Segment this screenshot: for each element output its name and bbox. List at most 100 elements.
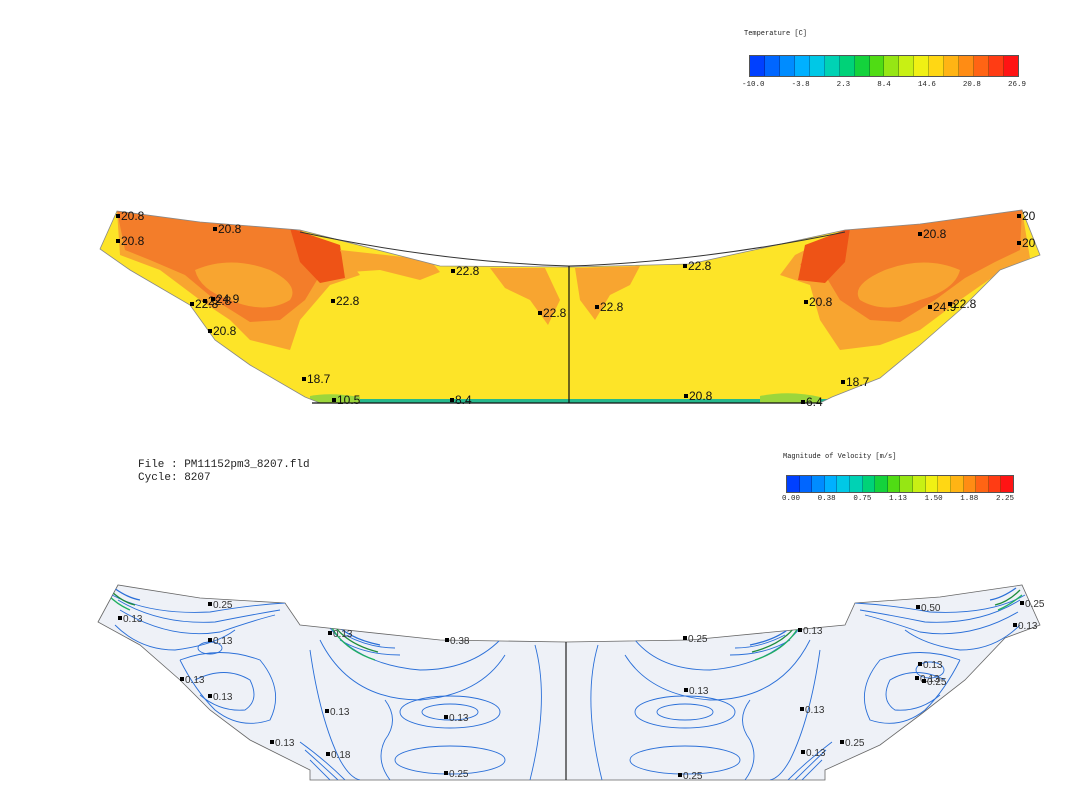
temp-mid-tongue-center-left [490,268,560,325]
temperature-swatch-13 [944,56,960,76]
vel-jet-rightmid-2 [751,627,795,653]
velocity-marker-19 [798,628,802,632]
temperature-label-1: 20.8 [116,234,145,248]
temperature-value-5: 24.9 [216,292,240,306]
velocity-label-11: 0.25 [444,769,469,780]
vel-jet-left-corner-1 [107,594,131,611]
velocity-label-21: 0.13 [1013,621,1038,632]
temperature-swatch-10 [899,56,915,76]
temperature-label-10: 8.4 [450,393,472,407]
vel-contour-center-right-2 [656,703,714,721]
vel-contour-right-7 [915,661,945,679]
temperature-marker-11 [451,269,455,273]
temperature-marker-5 [211,297,215,301]
vel-contour-right-1 [854,594,1026,613]
temperature-marker-9 [332,398,336,402]
temperature-tick-1: -3.8 [791,81,810,89]
velocity-value-22: 0.25 [1025,599,1045,610]
temp-green-patch-right [760,393,820,403]
file-info: File : PM11152pm3_8207.fld Cycle: 8207 [138,459,310,485]
vel-contour-rightmid-4 [729,639,791,656]
velocity-swatch-3 [824,476,838,492]
temperature-swatch-15 [974,56,989,76]
temperature-legend: Temperature [C] -10.0 -3.8 2.3 8.4 14.6 20.8 2… [742,30,1026,94]
vel-jet-rightmid-1 [754,627,799,661]
temperature-label-13: 22.8 [595,300,624,314]
temperature-swatch-17 [1003,56,1018,76]
velocity-tick-4: 1.50 [924,495,943,503]
velocity-label-20: 0.50 [916,603,941,614]
vel-contour-center-left-4 [529,644,542,780]
velocity-value-6: 0.13 [330,707,350,718]
vel-contour-rightmid-3 [769,649,821,780]
temperature-marker-8 [302,377,306,381]
temperature-value-15: 20.8 [689,389,713,403]
vel-contour-bl-3 [299,741,346,780]
velocity-marker-23 [840,740,844,744]
temperature-marker-23 [948,302,952,306]
velocity-label-24: 0.13 [801,748,826,759]
temperature-swatch-12 [929,56,945,76]
temperature-value-23: 22.8 [953,297,977,311]
vel-contour-right-6 [885,672,946,711]
velocity-marker-22 [1020,601,1024,605]
temperature-marker-12 [538,311,542,315]
velocity-marker-1 [118,616,122,620]
velocity-label-6: 0.13 [325,707,350,718]
velocity-label-17: 0.25 [922,677,947,688]
velocity-marker-8 [445,638,449,642]
vel-contour-rightmid-2 [624,639,811,701]
temperature-swatch-9 [884,56,900,76]
temperature-swatch-1 [764,56,780,76]
temperature-label-14: 22.8 [683,259,712,273]
velocity-marker-5 [328,631,332,635]
vel-jet-leftmid-2 [335,627,379,653]
temperature-value-18: 20.8 [809,295,833,309]
velocity-swatch-8 [887,476,901,492]
velocity-value-14: 0.13 [689,686,709,697]
temp-hottest-region-left [290,228,345,283]
cycle-number: Cycle: 8207 [138,472,211,484]
velocity-label-4: 0.13 [208,692,233,703]
temperature-marker-1 [116,239,120,243]
temperature-label-6: 22.8 [331,294,360,308]
temperature-marker-15 [684,394,688,398]
temperature-label-15: 20.8 [684,389,713,403]
temperature-value-3: 22.8 [195,297,219,311]
temperature-value-2: 20.8 [218,222,242,236]
temperature-value-10: 8.4 [455,393,472,407]
temperature-marker-19 [918,232,922,236]
velocity-swatch-4 [837,476,851,492]
velocity-value-21: 0.13 [1018,621,1038,632]
vel-jet-leftmid-1 [331,627,376,661]
velocity-tick-2: 0.75 [853,495,872,503]
temperature-value-13: 22.8 [600,300,624,314]
vel-contour-leftmid-3 [309,649,361,780]
temperature-value-4: 22.8 [208,294,232,308]
velocity-marker-20 [916,605,920,609]
velocity-swatch-17 [1001,476,1013,492]
vel-domain-fill [97,584,1041,781]
velocity-marker-7 [326,752,330,756]
temperature-value-19: 20.8 [923,227,947,241]
velocity-label-13: 0.13 [918,660,943,671]
velocity-swatch-15 [976,476,989,492]
vel-contour-left-3 [119,609,276,635]
temperature-marker-22 [928,305,932,309]
vel-jet-right-corner-3 [989,587,1017,601]
velocity-value-12: 0.25 [688,634,708,645]
temperature-label-2: 20.8 [213,222,242,236]
velocity-swatch-9 [900,476,914,492]
temp-mid-tongue-center-right [575,266,640,320]
temp-top-curve [299,231,846,267]
velocity-value-2: 0.13 [213,636,233,647]
temperature-label-0: 20.8 [116,209,145,223]
velocity-swatch-6 [862,476,876,492]
velocity-marker-2 [208,638,212,642]
vel-jet-left-corner-2 [109,589,136,606]
temperature-marker-21 [1017,241,1021,245]
vel-contour-center-left-1 [399,695,501,729]
vel-jet-left-corner-3 [113,587,141,601]
temperature-marker-10 [450,398,454,402]
velocity-value-9: 0.13 [449,713,469,724]
